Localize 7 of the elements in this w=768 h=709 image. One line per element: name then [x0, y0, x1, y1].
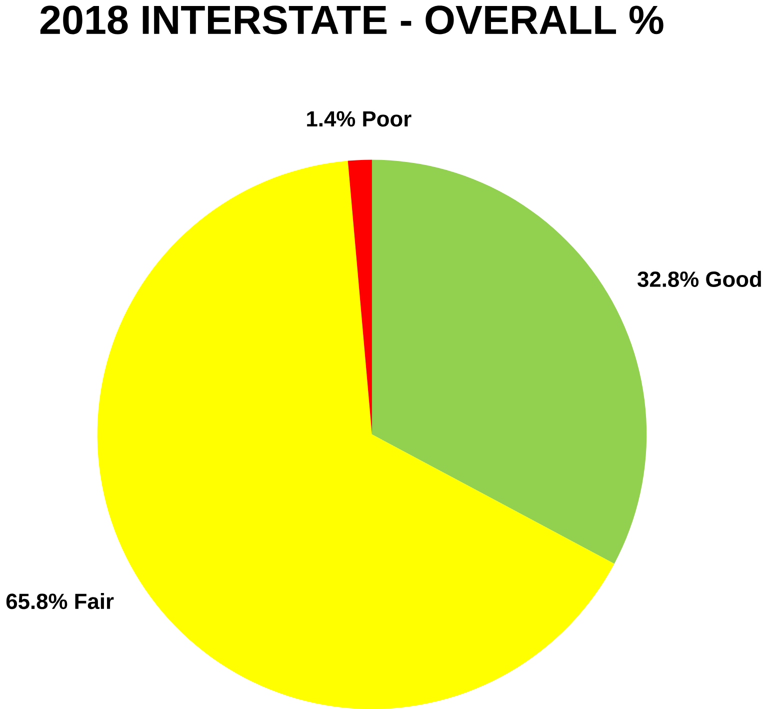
chart-title: 2018 INTERSTATE - OVERALL %: [40, 6, 664, 34]
slice-label: Good: [706, 270, 761, 287]
data-label: 1.4%: [307, 111, 356, 127]
data-label: 65.8%: [6, 594, 68, 610]
slice-label: Poor: [363, 111, 412, 127]
data-label: 32.8%: [638, 271, 699, 287]
slice-label: Fair: [75, 592, 114, 610]
